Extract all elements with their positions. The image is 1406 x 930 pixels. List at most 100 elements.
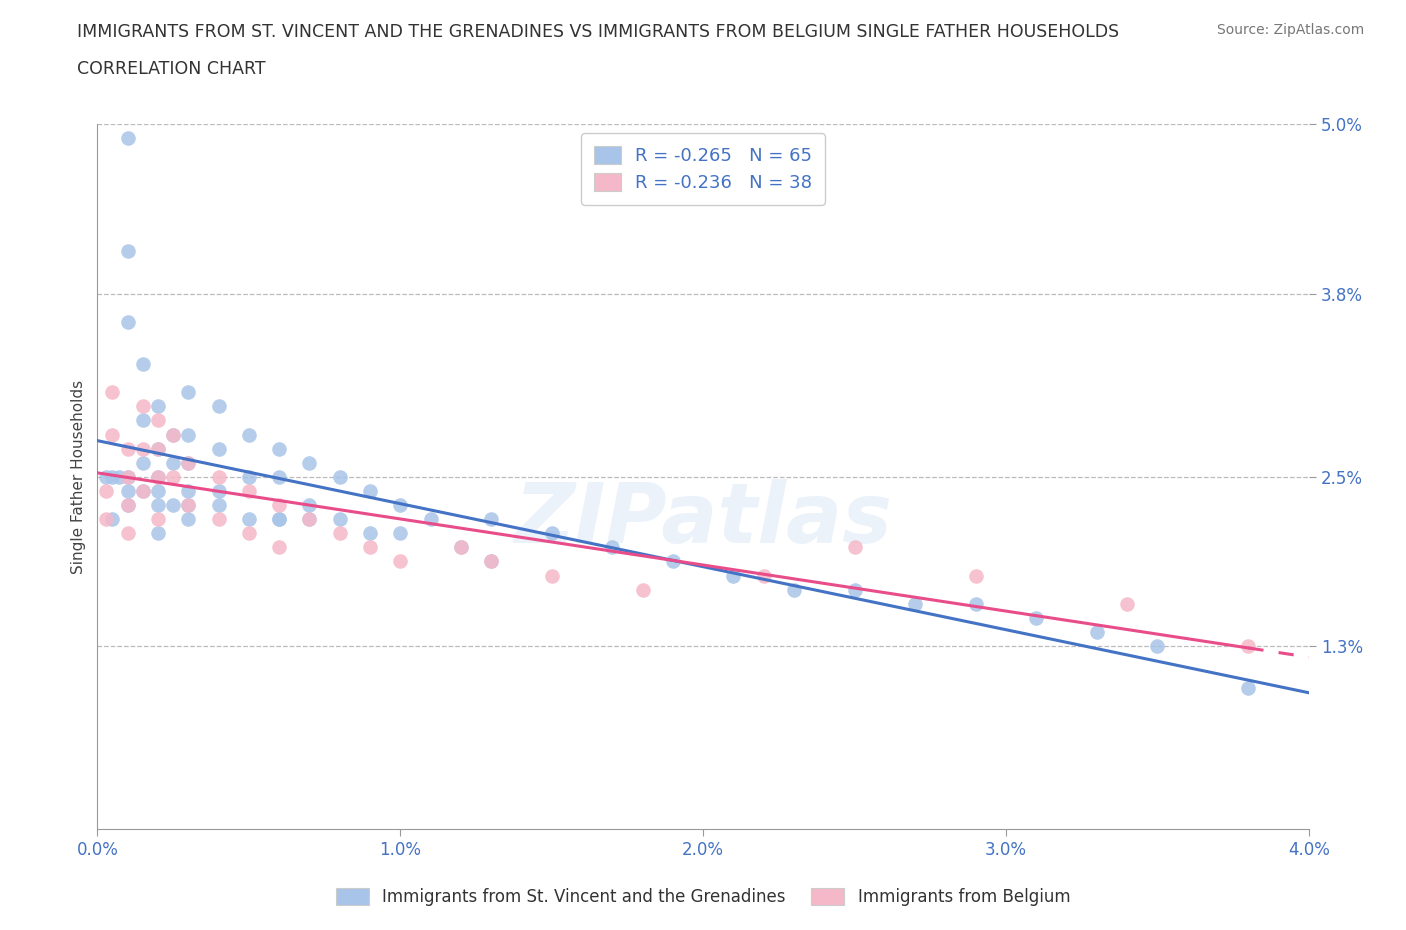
Point bbox=[298, 456, 321, 471]
Point bbox=[1237, 639, 1260, 654]
Point bbox=[207, 399, 229, 414]
Point bbox=[419, 512, 441, 526]
Point bbox=[1116, 596, 1139, 611]
Point bbox=[177, 456, 200, 471]
Point bbox=[132, 399, 155, 414]
Point bbox=[359, 484, 381, 498]
Point bbox=[132, 413, 155, 428]
Legend: Immigrants from St. Vincent and the Grenadines, Immigrants from Belgium: Immigrants from St. Vincent and the Gren… bbox=[329, 881, 1077, 912]
Point bbox=[146, 498, 169, 512]
Point bbox=[177, 512, 200, 526]
Point bbox=[101, 385, 124, 400]
Point bbox=[101, 427, 124, 442]
Point bbox=[359, 525, 381, 540]
Point bbox=[146, 484, 169, 498]
Point bbox=[117, 470, 139, 485]
Point bbox=[238, 525, 260, 540]
Point bbox=[117, 470, 139, 485]
Point bbox=[132, 356, 155, 371]
Point bbox=[162, 456, 184, 471]
Point bbox=[298, 498, 321, 512]
Point bbox=[1237, 681, 1260, 696]
Point bbox=[479, 554, 502, 569]
Point bbox=[207, 441, 229, 456]
Text: ZIPatlas: ZIPatlas bbox=[515, 479, 891, 560]
Point bbox=[267, 441, 290, 456]
Point bbox=[162, 498, 184, 512]
Point bbox=[117, 244, 139, 259]
Point bbox=[96, 484, 118, 498]
Point bbox=[162, 427, 184, 442]
Point bbox=[844, 540, 866, 555]
Point bbox=[117, 131, 139, 146]
Point bbox=[177, 385, 200, 400]
Point bbox=[96, 512, 118, 526]
Point bbox=[1025, 610, 1047, 625]
Point bbox=[117, 484, 139, 498]
Point bbox=[162, 470, 184, 485]
Point bbox=[329, 525, 352, 540]
Point bbox=[267, 470, 290, 485]
Point bbox=[1146, 639, 1168, 654]
Point bbox=[479, 512, 502, 526]
Point bbox=[267, 498, 290, 512]
Point bbox=[117, 498, 139, 512]
Point bbox=[101, 512, 124, 526]
Point bbox=[389, 554, 412, 569]
Point bbox=[146, 413, 169, 428]
Point bbox=[146, 441, 169, 456]
Point bbox=[783, 582, 806, 597]
Point bbox=[359, 540, 381, 555]
Point bbox=[904, 596, 927, 611]
Point bbox=[117, 314, 139, 329]
Point bbox=[177, 427, 200, 442]
Point bbox=[177, 484, 200, 498]
Point bbox=[238, 484, 260, 498]
Legend: R = -0.265   N = 65, R = -0.236   N = 38: R = -0.265 N = 65, R = -0.236 N = 38 bbox=[581, 133, 825, 205]
Point bbox=[96, 470, 118, 485]
Point bbox=[329, 512, 352, 526]
Point bbox=[132, 484, 155, 498]
Point bbox=[146, 470, 169, 485]
Point bbox=[101, 470, 124, 485]
Point bbox=[329, 470, 352, 485]
Point bbox=[540, 525, 562, 540]
Text: IMMIGRANTS FROM ST. VINCENT AND THE GRENADINES VS IMMIGRANTS FROM BELGIUM SINGLE: IMMIGRANTS FROM ST. VINCENT AND THE GREN… bbox=[77, 23, 1119, 41]
Point bbox=[479, 554, 502, 569]
Text: CORRELATION CHART: CORRELATION CHART bbox=[77, 60, 266, 78]
Point bbox=[146, 441, 169, 456]
Point bbox=[965, 596, 987, 611]
Point bbox=[117, 441, 139, 456]
Point bbox=[132, 456, 155, 471]
Point bbox=[267, 512, 290, 526]
Point bbox=[146, 399, 169, 414]
Point bbox=[450, 540, 472, 555]
Point bbox=[389, 525, 412, 540]
Point bbox=[267, 540, 290, 555]
Point bbox=[965, 568, 987, 583]
Point bbox=[207, 512, 229, 526]
Point bbox=[207, 484, 229, 498]
Point bbox=[631, 582, 654, 597]
Point bbox=[723, 568, 745, 583]
Point bbox=[389, 498, 412, 512]
Point bbox=[107, 470, 129, 485]
Point bbox=[207, 470, 229, 485]
Point bbox=[450, 540, 472, 555]
Point bbox=[267, 512, 290, 526]
Y-axis label: Single Father Households: Single Father Households bbox=[72, 379, 86, 574]
Point bbox=[132, 441, 155, 456]
Point bbox=[298, 512, 321, 526]
Point bbox=[146, 525, 169, 540]
Point bbox=[540, 568, 562, 583]
Point bbox=[238, 427, 260, 442]
Point bbox=[117, 525, 139, 540]
Point bbox=[662, 554, 685, 569]
Point bbox=[1085, 625, 1108, 640]
Point bbox=[177, 456, 200, 471]
Point bbox=[752, 568, 775, 583]
Point bbox=[117, 498, 139, 512]
Point bbox=[177, 498, 200, 512]
Point bbox=[207, 498, 229, 512]
Point bbox=[177, 498, 200, 512]
